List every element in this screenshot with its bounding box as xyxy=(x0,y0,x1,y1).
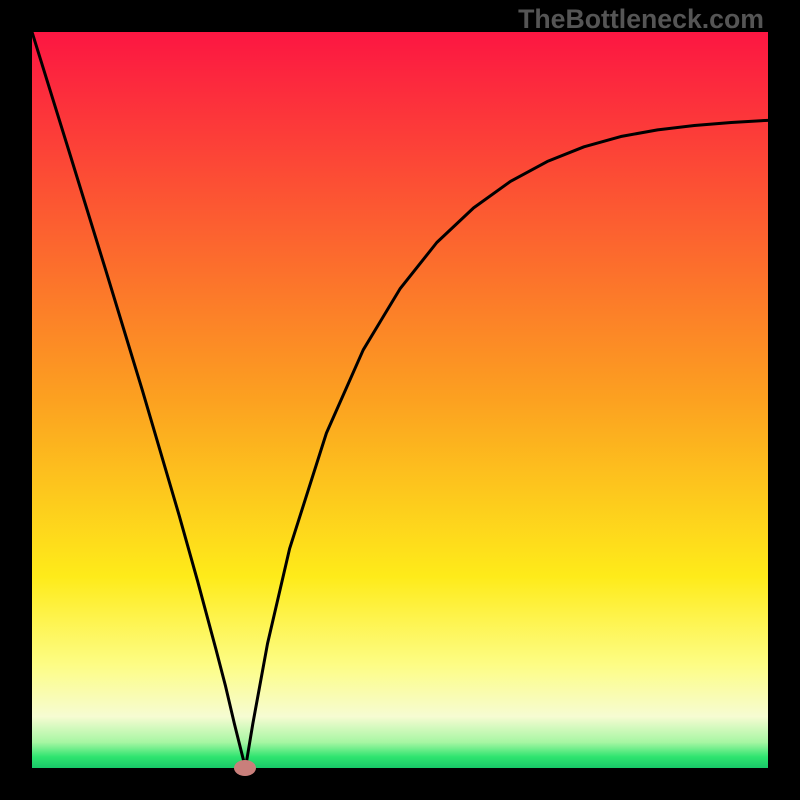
plot-area xyxy=(32,32,768,768)
watermark: TheBottleneck.com xyxy=(518,4,764,35)
bottleneck-curve xyxy=(32,32,768,768)
optimum-marker xyxy=(234,760,256,776)
curve-left-branch xyxy=(32,32,245,768)
curve-right-branch xyxy=(245,120,768,768)
chart-canvas: TheBottleneck.com xyxy=(0,0,800,800)
